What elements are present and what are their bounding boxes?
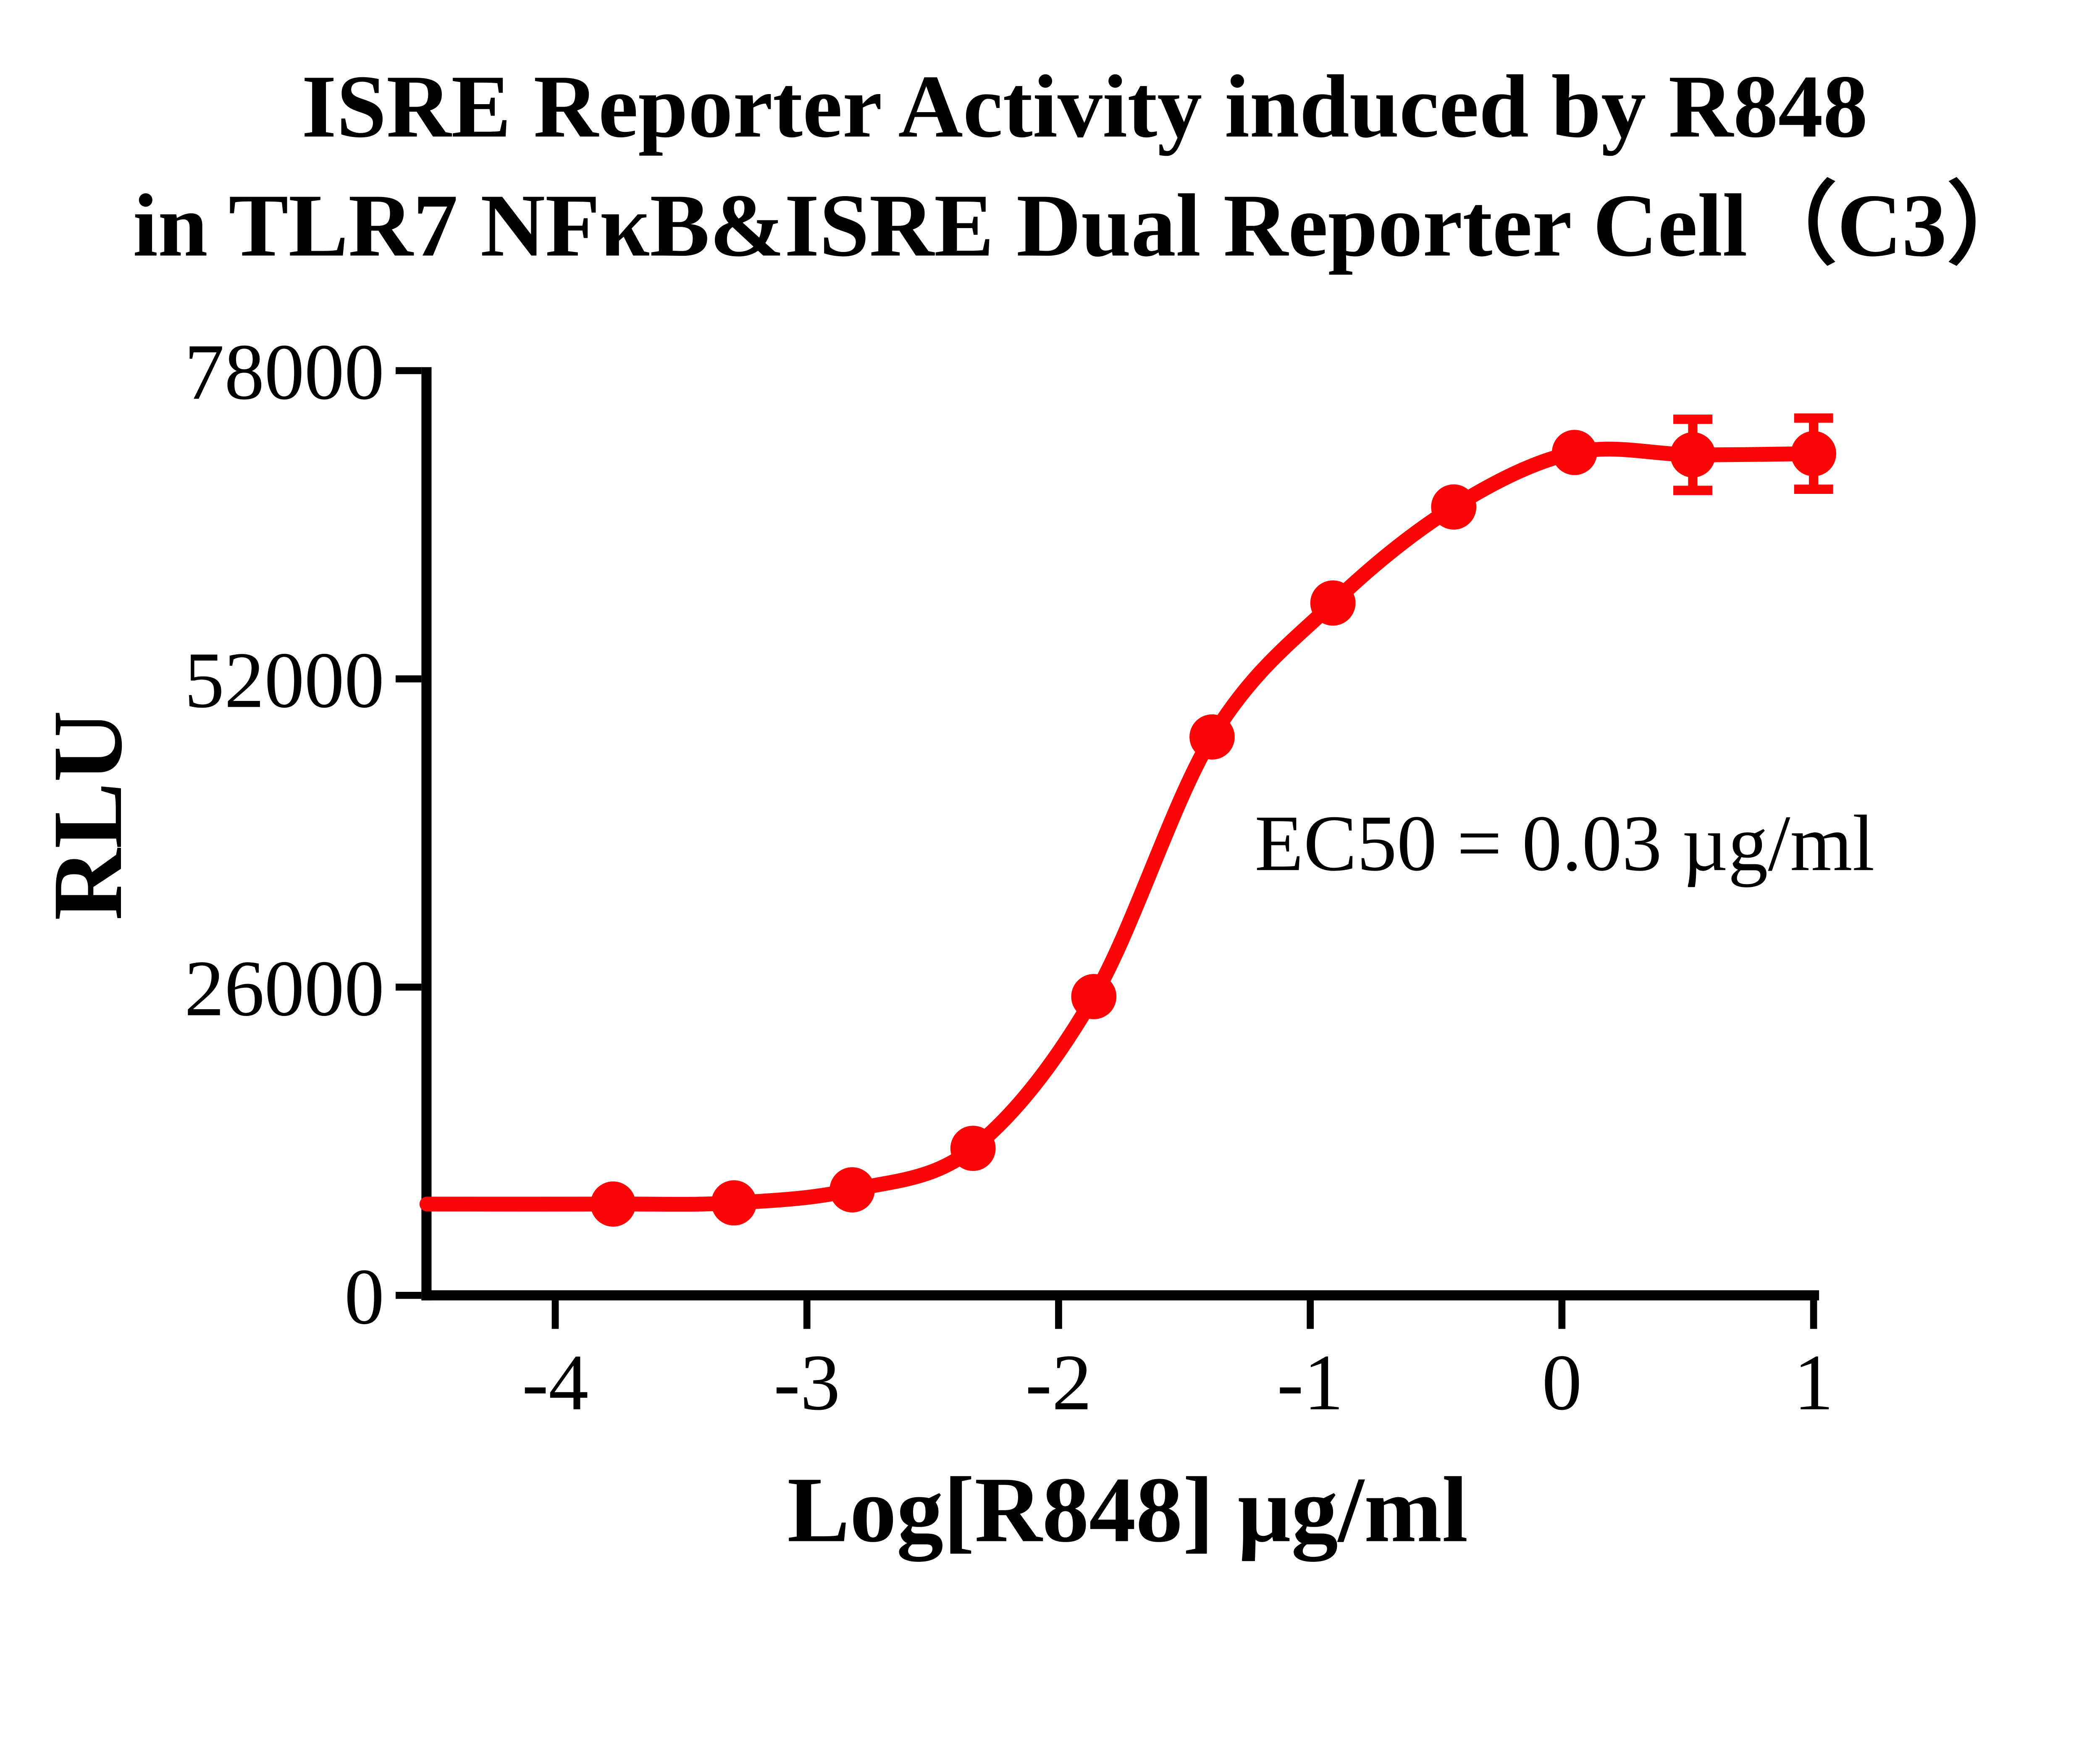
chart-title-line2: in TLR7 NFκB&ISRE Dual Reporter Cell（C3） xyxy=(133,176,2036,276)
x-tick-label: -3 xyxy=(774,1338,840,1427)
ec50-annotation: EC50 = 0.03 µg/ml xyxy=(1255,799,1874,888)
data-point-marker xyxy=(1189,714,1235,760)
data-point-marker xyxy=(1071,974,1117,1019)
x-tick-label: -4 xyxy=(522,1338,589,1427)
data-point-marker xyxy=(1551,430,1597,475)
y-tick-label: 52000 xyxy=(184,636,384,724)
chart-title-line1: ISRE Reporter Activity induced by R848 xyxy=(302,57,1868,156)
data-point-marker xyxy=(1310,580,1356,626)
data-point-marker xyxy=(1431,484,1477,530)
y-tick-label: 26000 xyxy=(184,944,384,1033)
data-point-marker xyxy=(950,1126,996,1171)
x-tick-label: -1 xyxy=(1277,1338,1344,1427)
y-tick-label: 78000 xyxy=(184,328,384,416)
data-point-marker xyxy=(1791,431,1836,477)
x-axis-line xyxy=(421,1290,1819,1301)
data-point-marker xyxy=(711,1180,757,1226)
x-axis-title: Log[R848] µg/ml xyxy=(787,1458,1468,1562)
plot-area: 0 26000 52000 78000 -4 -3 -2 -1 0 1 xyxy=(184,328,1836,1427)
x-tick-label: -2 xyxy=(1025,1338,1092,1427)
x-tick-label: 1 xyxy=(1793,1338,1833,1427)
data-point-marker xyxy=(1670,432,1716,478)
data-point-marker xyxy=(830,1167,875,1213)
dose-response-chart: ISRE Reporter Activity induced by R848 i… xyxy=(32,57,2037,1562)
y-axis-title: RLU xyxy=(33,711,143,921)
data-point-marker xyxy=(590,1181,636,1227)
y-axis-line xyxy=(421,367,432,1301)
page: ISRE Reporter Activity induced by R848 i… xyxy=(32,57,2037,1562)
y-tick-label: 0 xyxy=(344,1252,384,1341)
x-tick-label: 0 xyxy=(1542,1338,1582,1427)
